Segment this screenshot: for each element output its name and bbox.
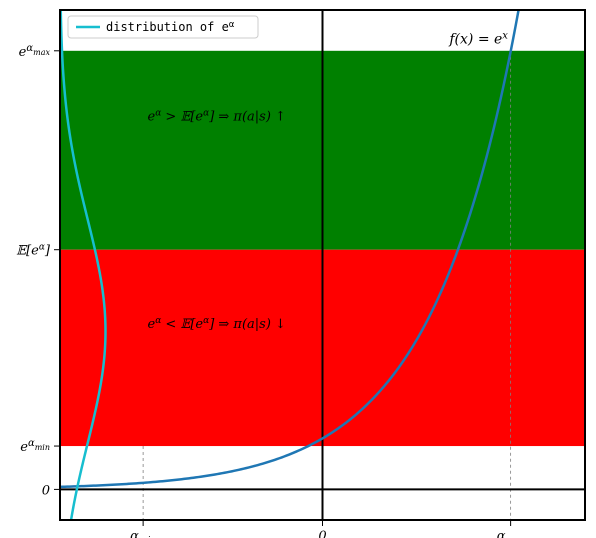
- xtick-label: αmax: [497, 529, 525, 538]
- ytick-label: 0: [42, 483, 50, 498]
- figure: 0 eαmin 𝔼[eα] eαmax αmin 0 αmax eα > 𝔼[eα] ⇒ π(…: [0, 0, 596, 538]
- fx-label: f(x) = ex: [448, 31, 508, 48]
- ytick-label: eαmin: [20, 438, 50, 455]
- xtick-label: αmin: [130, 529, 156, 538]
- chart-svg: 0 eαmin 𝔼[eα] eαmax αmin 0 αmax eα > 𝔼[eα] ⇒ π(…: [0, 0, 596, 538]
- annotation-upper: eα > 𝔼[eα] ⇒ π(a|s) ↑: [148, 108, 286, 124]
- ytick-label: eαmax: [19, 43, 51, 60]
- annotation-lower: eα < 𝔼[eα] ⇒ π(a|s) ↓: [148, 316, 286, 332]
- legend: distribution of eα: [68, 16, 258, 38]
- ytick-label: 𝔼[eα]: [16, 243, 51, 259]
- xtick-label: 0: [318, 529, 326, 538]
- legend-text: distribution of eα: [106, 20, 235, 34]
